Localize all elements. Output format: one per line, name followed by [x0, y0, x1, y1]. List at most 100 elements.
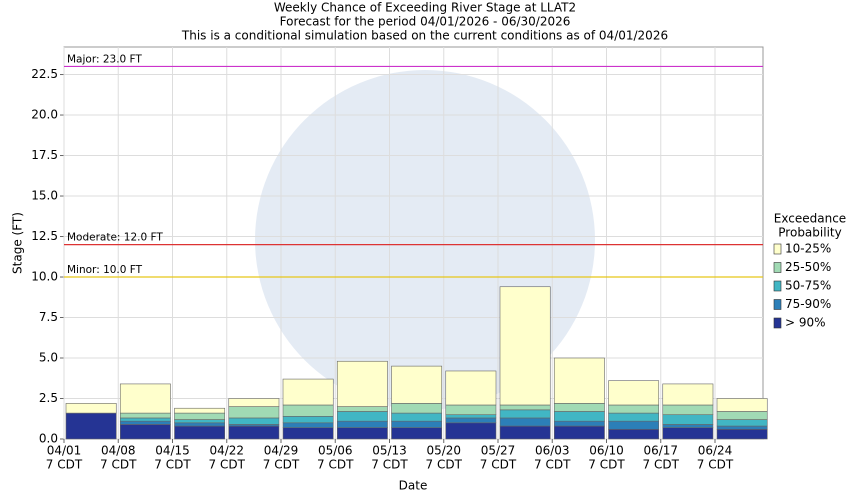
bar-segment	[282, 378, 334, 406]
bar-segment	[499, 286, 551, 406]
bar-segment	[499, 425, 551, 440]
legend-label: 25-50%	[785, 260, 831, 274]
bar-segment	[65, 412, 117, 440]
x-tick-label: 04/22	[209, 444, 244, 458]
bar-segment	[336, 411, 388, 422]
x-tick-label: 05/27	[481, 444, 516, 458]
legend-swatch	[773, 280, 782, 292]
bar-segment	[228, 425, 280, 440]
bar-segment	[391, 427, 443, 440]
y-tick-label: 10.0	[31, 270, 58, 284]
x-tick-sublabel: 7 CDT	[154, 458, 191, 472]
bar-segment	[174, 407, 226, 414]
y-tick-label: 2.5	[39, 391, 58, 405]
legend-label: 75-90%	[785, 297, 831, 311]
y-axis-label: Stage (FT)	[11, 212, 25, 274]
legend-title: Probability	[778, 226, 841, 240]
y-tick-label: 7.5	[39, 310, 58, 324]
bar-segment	[445, 417, 497, 424]
bar-segment	[662, 404, 714, 416]
bar-segment	[553, 357, 605, 404]
bar-segment	[119, 424, 171, 440]
x-tick-label: 04/29	[264, 444, 299, 458]
legend-label: 10-25%	[785, 242, 831, 256]
bar-segment	[119, 412, 171, 419]
x-tick-sublabel: 7 CDT	[643, 458, 680, 472]
bar-segment	[391, 365, 443, 404]
chart-title: Forecast for the period 04/01/2026 - 06/…	[280, 15, 571, 29]
bar-segment	[553, 411, 605, 422]
bar-segment	[336, 360, 388, 407]
x-tick-sublabel: 7 CDT	[426, 458, 463, 472]
bar-segment	[391, 420, 443, 428]
bar-segment	[553, 425, 605, 440]
bar-segment	[119, 420, 171, 425]
bar-segment	[662, 414, 714, 425]
x-tick-label: 06/03	[535, 444, 570, 458]
bar-segment	[445, 414, 497, 419]
bar-segment	[336, 420, 388, 428]
y-tick-label: 22.5	[31, 67, 58, 81]
x-tick-label: 06/24	[698, 444, 733, 458]
bar-segment	[336, 427, 388, 440]
x-tick-sublabel: 7 CDT	[480, 458, 517, 472]
bar-segment	[608, 380, 660, 406]
bar-segment	[553, 420, 605, 427]
threshold-label: Minor: 10.0 FT	[67, 264, 143, 276]
threshold-label: Moderate: 12.0 FT	[67, 232, 163, 244]
x-tick-sublabel: 7 CDT	[697, 458, 734, 472]
bar-segment	[228, 398, 280, 407]
y-tick-label: 0.0	[39, 432, 58, 446]
bar-segment	[499, 417, 551, 427]
x-tick-label: 04/15	[155, 444, 190, 458]
bar-segment	[174, 422, 226, 427]
legend-swatch	[773, 299, 782, 310]
bar-segment	[174, 425, 226, 440]
bar-segment	[716, 398, 768, 412]
chart-title: This is a conditional simulation based o…	[181, 29, 668, 43]
x-tick-sublabel: 7 CDT	[588, 458, 625, 472]
x-tick-label: 04/08	[101, 444, 136, 458]
bar-segment	[228, 406, 280, 419]
bar-segment	[608, 412, 660, 422]
x-tick-label: 05/13	[372, 444, 407, 458]
bar-segment	[445, 422, 497, 440]
x-tick-sublabel: 7 CDT	[46, 458, 83, 472]
bar-segment	[174, 412, 226, 420]
bar-segment	[282, 427, 334, 440]
bar-segment	[119, 417, 171, 422]
x-tick-label: 06/17	[643, 444, 678, 458]
x-tick-sublabel: 7 CDT	[263, 458, 300, 472]
threshold-label: Major: 23.0 FT	[67, 53, 142, 65]
x-tick-sublabel: 7 CDT	[317, 458, 354, 472]
bar-segment	[608, 428, 660, 440]
bar-segment	[282, 416, 334, 424]
bar-segment	[716, 428, 768, 440]
y-tick-label: 20.0	[31, 108, 58, 122]
y-tick-label: 5.0	[39, 351, 58, 365]
x-tick-sublabel: 7 CDT	[209, 458, 246, 472]
y-tick-label: 12.5	[31, 229, 58, 243]
bar-segment	[391, 403, 443, 414]
bar-segment	[445, 404, 497, 416]
legend-swatch	[773, 262, 782, 273]
bar-segment	[662, 424, 714, 428]
legend-swatch	[773, 243, 782, 255]
legend-label: 50-75%	[785, 279, 831, 293]
legend-swatch	[773, 317, 782, 329]
bar-segment	[228, 417, 280, 425]
x-tick-sublabel: 7 CDT	[371, 458, 408, 472]
x-tick-label: 05/20	[426, 444, 461, 458]
legend-label: > 90%	[785, 316, 826, 330]
bar-segment	[174, 419, 226, 424]
bar-segment	[553, 403, 605, 412]
bar-segment	[445, 370, 497, 406]
legend-title: Exceedance	[774, 212, 846, 226]
bar-segment	[608, 420, 660, 430]
y-tick-label: 17.5	[31, 148, 58, 162]
bar-segment	[282, 404, 334, 417]
x-tick-sublabel: 7 CDT	[534, 458, 571, 472]
bar-segment	[608, 404, 660, 414]
bar-segment	[716, 425, 768, 430]
y-tick-label: 15.0	[31, 189, 58, 203]
